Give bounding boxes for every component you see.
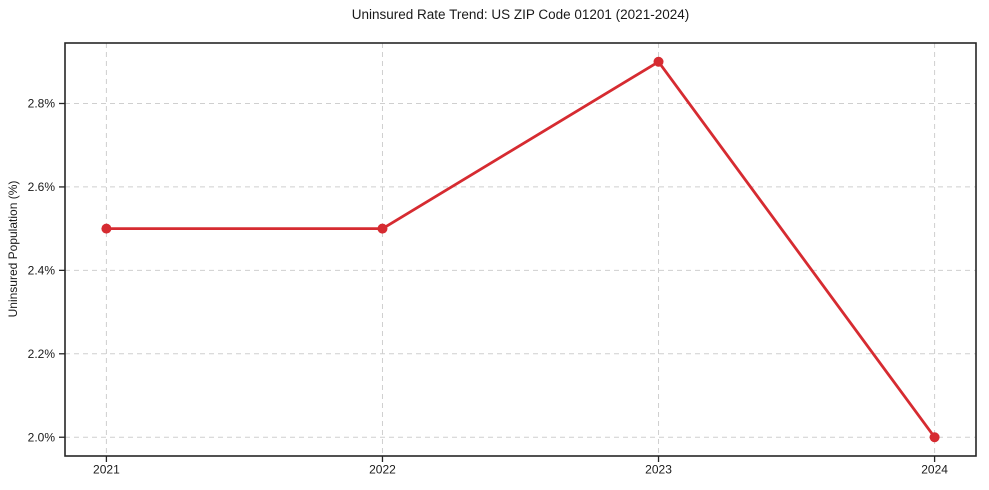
data-point-2022 — [377, 223, 388, 234]
y-tick-label-2.8%: 2.8% — [28, 97, 56, 111]
x-tick-label-2021: 2021 — [93, 463, 120, 477]
plot-border — [64, 42, 977, 457]
data-point-2023 — [653, 56, 664, 67]
y-tick-label-2.2%: 2.2% — [28, 347, 56, 361]
trend-line — [105, 60, 936, 439]
x-tick-label-2023: 2023 — [645, 463, 672, 477]
x-tick-label-2024: 2024 — [921, 463, 948, 477]
data-point-2024 — [929, 432, 940, 443]
data-point-2021 — [101, 223, 112, 234]
y-tick-label-2.0%: 2.0% — [28, 430, 56, 444]
y-tick-label-2.6%: 2.6% — [28, 180, 56, 194]
y-tick-label-2.4%: 2.4% — [28, 264, 56, 278]
chart-title: Uninsured Rate Trend: US ZIP Code 01201 … — [351, 7, 690, 22]
x-tick-label-2022: 2022 — [369, 463, 396, 477]
